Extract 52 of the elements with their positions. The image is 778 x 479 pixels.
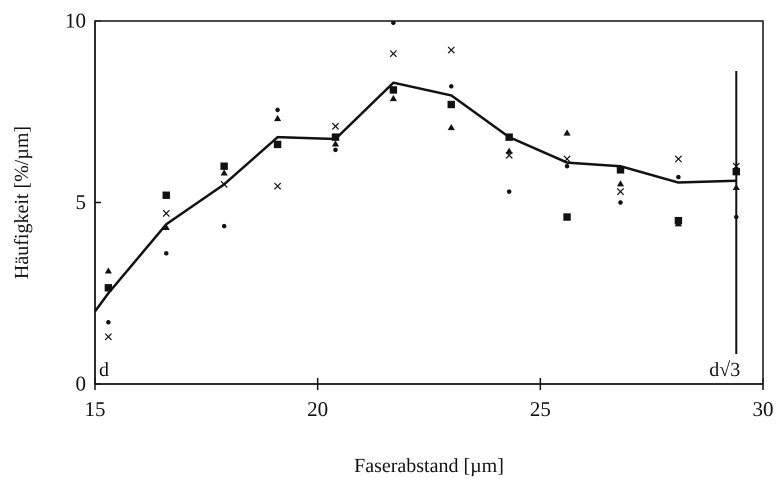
point bbox=[332, 140, 340, 146]
point bbox=[274, 114, 282, 122]
point bbox=[275, 108, 280, 112]
point bbox=[618, 200, 623, 205]
point bbox=[676, 174, 681, 180]
x-tick-label: 30 bbox=[752, 397, 774, 422]
point bbox=[162, 210, 170, 218]
point bbox=[616, 166, 624, 174]
point bbox=[106, 320, 111, 325]
point bbox=[104, 267, 112, 274]
point bbox=[220, 162, 228, 170]
point bbox=[390, 50, 398, 58]
point bbox=[390, 86, 398, 94]
point bbox=[732, 162, 740, 170]
point bbox=[506, 189, 512, 194]
point bbox=[732, 168, 740, 176]
point bbox=[448, 100, 455, 108]
point bbox=[333, 148, 338, 152]
point bbox=[274, 140, 282, 148]
point bbox=[332, 122, 340, 130]
point bbox=[449, 84, 454, 89]
point bbox=[734, 214, 739, 220]
y-axis-title: Häufigkeit [%/µm] bbox=[11, 126, 33, 280]
annotation: d bbox=[99, 359, 109, 381]
point bbox=[220, 169, 228, 176]
point bbox=[505, 133, 513, 141]
point bbox=[447, 46, 456, 54]
point bbox=[332, 133, 340, 141]
x-axis-title: Faserabstand [µm] bbox=[354, 455, 504, 477]
point bbox=[164, 251, 169, 256]
point bbox=[104, 284, 112, 292]
point bbox=[616, 188, 624, 196]
point bbox=[274, 182, 282, 190]
point bbox=[616, 180, 624, 186]
point bbox=[563, 213, 571, 221]
point bbox=[505, 152, 513, 160]
y-tick-label: 10 bbox=[65, 8, 86, 33]
point bbox=[674, 155, 682, 163]
point bbox=[563, 129, 571, 136]
x-tick-label: 25 bbox=[530, 397, 551, 422]
point bbox=[162, 192, 170, 199]
y-tick-label: 0 bbox=[76, 372, 86, 396]
x-tick-label: 15 bbox=[84, 397, 106, 422]
point bbox=[563, 155, 571, 163]
x-tick-label: 20 bbox=[307, 397, 328, 422]
point bbox=[104, 333, 112, 341]
point bbox=[390, 94, 397, 102]
point bbox=[448, 124, 455, 130]
point bbox=[564, 164, 570, 168]
y-tick-label: 5 bbox=[76, 190, 86, 214]
ref-line-label: d√3 bbox=[709, 359, 740, 381]
point bbox=[222, 224, 226, 228]
